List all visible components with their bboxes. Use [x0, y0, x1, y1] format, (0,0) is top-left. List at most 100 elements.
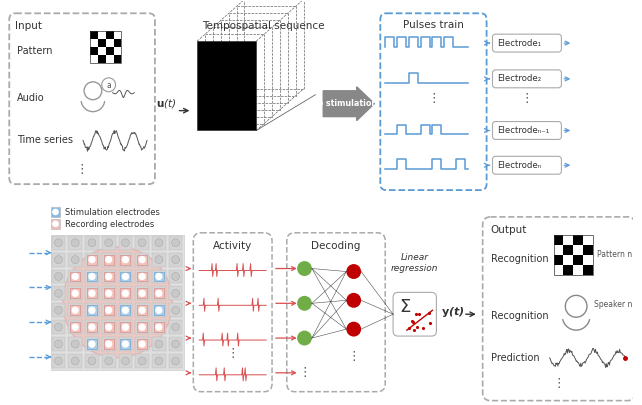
- Circle shape: [89, 273, 95, 279]
- Text: ⋮: ⋮: [553, 377, 565, 390]
- Circle shape: [123, 324, 128, 330]
- Circle shape: [155, 256, 163, 264]
- Circle shape: [73, 290, 78, 296]
- Bar: [152, 354, 166, 368]
- Bar: [152, 303, 166, 317]
- Circle shape: [123, 290, 128, 296]
- Bar: [90, 31, 121, 63]
- Bar: [70, 271, 80, 281]
- Text: Output: Output: [490, 225, 527, 235]
- Circle shape: [155, 239, 163, 247]
- Ellipse shape: [63, 247, 173, 358]
- Text: $\mathbf{u}$(t): $\mathbf{u}$(t): [157, 97, 177, 110]
- Polygon shape: [197, 41, 256, 130]
- Bar: [104, 322, 114, 332]
- Bar: [51, 354, 65, 368]
- Circle shape: [71, 256, 79, 264]
- Circle shape: [171, 273, 180, 280]
- Circle shape: [55, 340, 62, 348]
- Bar: [70, 322, 80, 332]
- Bar: [152, 320, 166, 334]
- Bar: [573, 264, 583, 275]
- Circle shape: [106, 341, 112, 347]
- Text: ⋮: ⋮: [427, 92, 440, 105]
- Circle shape: [346, 293, 361, 308]
- Bar: [87, 322, 97, 332]
- Bar: [169, 337, 182, 351]
- Bar: [87, 255, 97, 264]
- Bar: [135, 253, 149, 266]
- Text: a: a: [107, 81, 111, 90]
- Circle shape: [171, 340, 180, 348]
- Bar: [51, 235, 184, 370]
- Circle shape: [123, 257, 128, 262]
- Bar: [169, 236, 182, 249]
- Bar: [583, 235, 593, 245]
- Circle shape: [106, 273, 112, 279]
- Bar: [152, 236, 166, 249]
- Bar: [573, 255, 583, 264]
- Bar: [102, 236, 116, 249]
- Bar: [68, 337, 82, 351]
- Text: Decoding: Decoding: [311, 241, 361, 251]
- Bar: [68, 303, 82, 317]
- Bar: [152, 337, 166, 351]
- Bar: [135, 337, 149, 351]
- Bar: [104, 255, 114, 264]
- Circle shape: [73, 307, 78, 313]
- Circle shape: [123, 307, 128, 313]
- Circle shape: [105, 357, 112, 365]
- Bar: [573, 245, 583, 255]
- Bar: [119, 270, 132, 284]
- Bar: [104, 288, 114, 298]
- Bar: [137, 288, 147, 298]
- Bar: [135, 320, 149, 334]
- Bar: [90, 39, 98, 47]
- Circle shape: [102, 78, 116, 92]
- Bar: [564, 255, 573, 264]
- Circle shape: [106, 307, 112, 313]
- Circle shape: [346, 322, 361, 337]
- Bar: [114, 39, 121, 47]
- Circle shape: [73, 273, 78, 279]
- Bar: [121, 339, 130, 349]
- Circle shape: [88, 239, 96, 247]
- FancyArrow shape: [323, 87, 374, 121]
- Bar: [104, 339, 114, 349]
- Bar: [154, 271, 164, 281]
- Text: Pattern n: Pattern n: [597, 250, 632, 259]
- Circle shape: [121, 239, 129, 247]
- Text: Linear
regression: Linear regression: [391, 253, 438, 273]
- Circle shape: [71, 239, 79, 247]
- Text: Stimulation electrodes: Stimulation electrodes: [65, 209, 160, 217]
- Bar: [553, 264, 564, 275]
- Circle shape: [297, 330, 312, 345]
- Bar: [564, 235, 573, 245]
- Circle shape: [297, 296, 312, 311]
- Bar: [152, 253, 166, 266]
- Bar: [553, 245, 564, 255]
- Bar: [85, 337, 99, 351]
- Bar: [68, 270, 82, 284]
- FancyBboxPatch shape: [393, 292, 437, 336]
- Bar: [573, 235, 583, 245]
- Circle shape: [53, 209, 58, 215]
- Bar: [114, 31, 121, 39]
- Circle shape: [123, 273, 128, 279]
- Circle shape: [55, 256, 62, 264]
- Bar: [137, 339, 147, 349]
- FancyBboxPatch shape: [492, 70, 561, 88]
- Bar: [98, 55, 106, 63]
- Bar: [152, 270, 166, 284]
- Bar: [553, 235, 564, 245]
- Bar: [106, 31, 114, 39]
- Bar: [85, 286, 99, 301]
- Circle shape: [139, 324, 145, 330]
- Bar: [51, 270, 65, 284]
- Bar: [119, 303, 132, 317]
- Bar: [121, 288, 130, 298]
- Bar: [553, 255, 564, 264]
- Bar: [90, 55, 98, 63]
- Circle shape: [171, 239, 180, 247]
- Bar: [102, 253, 116, 266]
